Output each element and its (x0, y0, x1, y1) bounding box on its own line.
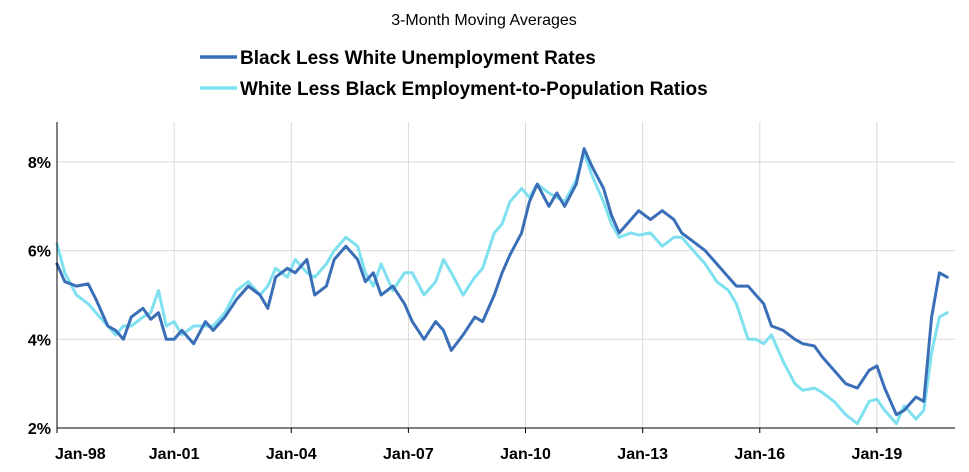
x-tick-label: Jan-19 (852, 446, 903, 463)
y-tick-label: 2% (28, 421, 51, 438)
x-tick-label: Jan-16 (734, 446, 785, 463)
series-line-employment (55, 151, 949, 426)
y-tick-label: 6% (28, 244, 51, 261)
x-tick-label: Jan-10 (500, 446, 551, 463)
x-tick-label: Jan-04 (266, 446, 317, 463)
series-lines (55, 147, 949, 426)
legend-label-employment: White Less Black Employment-to-Populatio… (240, 79, 708, 100)
x-tick-label: Jan-01 (149, 446, 200, 463)
axes (56, 122, 955, 433)
y-tick-label: 4% (28, 332, 51, 349)
x-tick-label: Jan-98 (55, 446, 106, 463)
x-tick-label: Jan-07 (383, 446, 434, 463)
legend: Black Less White Unemployment Rates Whit… (200, 48, 708, 100)
x-tick-labels: Jan-98 Jan-01 Jan-04 Jan-07 Jan-10 Jan-13 Jan-… (55, 446, 902, 463)
x-tick-label: Jan-13 (617, 446, 668, 463)
y-tick-labels: 2% 4% 6% 8% (28, 155, 51, 438)
series-line-unemployment (55, 147, 949, 417)
y-tick-label: 8% (28, 155, 51, 172)
chart-title: 3-Month Moving Averages (391, 12, 577, 29)
legend-label-unemployment: Black Less White Unemployment Rates (240, 48, 596, 69)
gridlines (57, 122, 955, 428)
